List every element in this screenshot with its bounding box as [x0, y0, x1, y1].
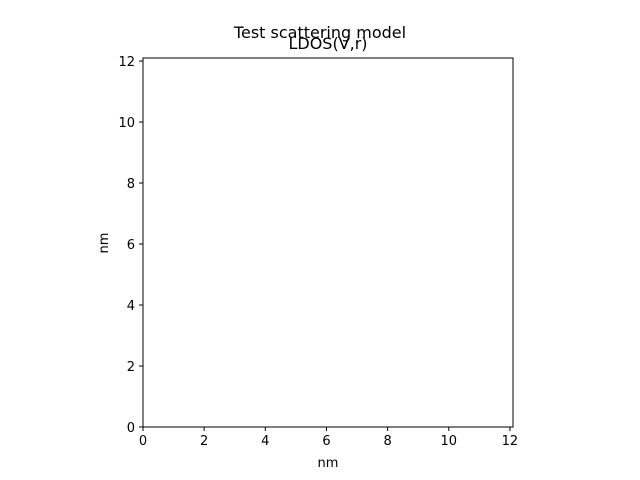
y-tick-label: 10 [118, 116, 135, 131]
axes-title: LDOS(V,r) [288, 34, 367, 53]
x-tick-label: 12 [502, 434, 519, 449]
x-axis-label: nm [318, 456, 339, 471]
plot-area: 0 2 4 6 8 10 12 0 2 4 6 8 10 12 [118, 55, 518, 449]
y-tick-label: 12 [118, 55, 135, 70]
x-tick-label: 8 [383, 434, 391, 449]
y-tick-label: 2 [127, 360, 135, 375]
y-axis-label: nm [97, 233, 112, 254]
axes-frame [142, 57, 514, 428]
x-tick-label: 0 [139, 434, 147, 449]
figure-suptitle: Test scattering model [233, 23, 406, 42]
y-tick-label: 8 [127, 177, 135, 192]
x-tick-label: 2 [200, 434, 208, 449]
y-axis-ticks: 0 2 4 6 8 10 12 [118, 55, 143, 436]
y-tick-label: 6 [127, 238, 135, 253]
x-tick-label: 10 [441, 434, 458, 449]
x-tick-label: 6 [322, 434, 330, 449]
x-tick-label: 4 [261, 434, 269, 449]
y-tick-label: 4 [127, 299, 135, 314]
y-tick-label: 0 [127, 421, 135, 436]
x-axis-ticks: 0 2 4 6 8 10 12 [139, 427, 518, 449]
